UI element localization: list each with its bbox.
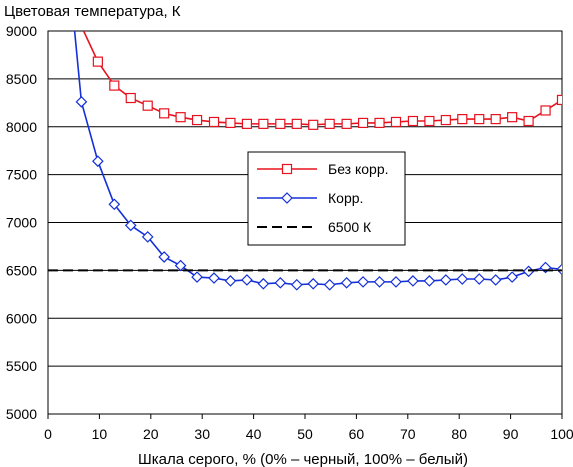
data-point-diamond (241, 274, 253, 286)
chart-title: Цветовая температура, К (4, 3, 181, 20)
data-point-diamond (274, 276, 287, 289)
x-tick-label: 10 (92, 426, 108, 442)
data-point-diamond (423, 275, 436, 287)
x-tick-label: 40 (246, 426, 262, 442)
x-tick-label: 20 (143, 426, 159, 442)
data-point-diamond (92, 155, 104, 168)
data-point-diamond (307, 277, 320, 290)
data-point-diamond (390, 276, 402, 288)
x-tick-label: 100 (550, 426, 573, 442)
data-point-diamond (473, 273, 486, 285)
data-point-square (225, 117, 236, 129)
data-point-square (457, 113, 468, 125)
data-point-diamond (357, 276, 369, 288)
data-point-square (424, 115, 435, 127)
series-1 (82, 31, 562, 130)
data-point-square (474, 113, 485, 125)
data-point-square (191, 114, 203, 126)
data-point-square (125, 92, 136, 104)
x-tick-label: 80 (451, 426, 467, 442)
series-layer (48, 31, 562, 291)
legend-label: Без корр. (328, 161, 389, 177)
data-point-diamond (191, 271, 203, 283)
x-tick-label: 30 (194, 426, 210, 442)
y-tick-label: 6500 (6, 262, 37, 278)
data-point-square (281, 163, 293, 175)
data-point-square (324, 118, 335, 129)
x-tick-label: 70 (400, 426, 416, 442)
data-point-diamond (174, 259, 187, 272)
data-point-square (523, 115, 534, 127)
data-point-square (142, 100, 153, 111)
data-point-square (490, 113, 501, 125)
data-point-square (357, 117, 369, 129)
data-point-square (258, 118, 269, 129)
data-point-diamond (281, 192, 293, 204)
data-point-diamond (489, 274, 502, 286)
legend-label: Корр. (328, 190, 363, 206)
x-axis-ticks: 0 10 20 30 40 50 60 70 80 90 100 (44, 414, 573, 442)
data-point-square (374, 117, 385, 129)
data-point-square (275, 118, 286, 129)
data-point-diamond (224, 275, 237, 287)
data-point-diamond (158, 251, 171, 263)
data-point-diamond (373, 276, 386, 288)
data-point-diamond (323, 278, 336, 291)
data-point-diamond (108, 198, 121, 211)
data-point-square (556, 94, 562, 106)
data-point-diamond (141, 231, 154, 243)
data-point-diamond (257, 277, 270, 290)
data-point-square (109, 80, 120, 91)
data-point-diamond (506, 271, 518, 283)
y-tick-label: 8000 (6, 119, 37, 135)
data-point-diamond (124, 219, 137, 232)
legend-label: 6500 К (328, 219, 372, 235)
x-tick-label: 60 (349, 426, 365, 442)
x-axis-label: Шкала серого, % (0% – черный, 100% – бел… (138, 451, 468, 467)
y-tick-label: 6000 (6, 310, 37, 326)
data-point-diamond (456, 273, 469, 285)
data-point-diamond (290, 278, 303, 291)
series-2 (73, 31, 562, 291)
data-point-square (291, 118, 302, 129)
y-tick-label: 5000 (6, 406, 37, 422)
data-point-square (540, 105, 551, 116)
y-tick-label: 7000 (6, 215, 37, 231)
y-tick-label: 9000 (6, 23, 37, 39)
data-point-square (390, 116, 402, 128)
x-tick-label: 50 (297, 426, 313, 442)
y-tick-label: 7500 (6, 167, 37, 183)
data-point-square (407, 115, 419, 127)
data-point-square (507, 112, 518, 123)
data-point-square (440, 114, 451, 126)
plot-frame (47, 30, 563, 415)
data-point-square (175, 112, 186, 123)
x-tick-label: 0 (44, 426, 52, 442)
data-point-square (92, 56, 103, 67)
data-point-diamond (75, 96, 88, 108)
x-tick-label: 90 (503, 426, 519, 442)
data-point-diamond (407, 275, 419, 287)
data-point-diamond (439, 274, 452, 286)
y-tick-label: 8500 (6, 71, 37, 87)
y-tick-label: 5500 (6, 358, 37, 374)
y-axis-ticks: 5000 5500 6000 6500 7000 7500 8000 8500 9000 (6, 23, 37, 422)
data-point-square (308, 119, 319, 130)
data-point-diamond (340, 276, 353, 289)
data-point-square (341, 118, 352, 129)
data-point-square (241, 118, 253, 129)
series-line (82, 31, 562, 126)
data-point-diamond (208, 272, 220, 284)
legend: Без корр. Корр. 6500 К (247, 151, 406, 246)
data-point-square (159, 108, 170, 119)
data-point-square (208, 116, 220, 128)
